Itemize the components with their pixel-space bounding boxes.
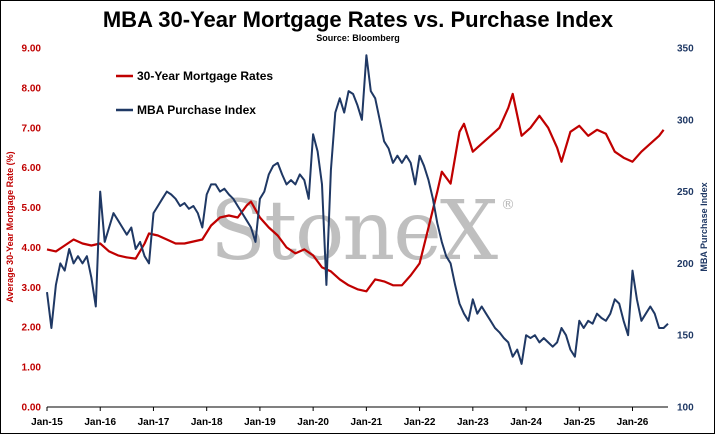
y-right-tick-label: 100: [677, 403, 694, 414]
y-left-tick-label: 3.00: [22, 283, 42, 294]
y-right-tick-label: 200: [677, 259, 694, 270]
y-right-tick-label: 250: [677, 187, 694, 198]
series-layer: [46, 54, 669, 365]
x-tick-label: Jan-20: [297, 417, 329, 428]
y-left-tick-label: 4.00: [22, 243, 42, 254]
x-tick-label: Jan-15: [31, 417, 63, 428]
x-tick-label: Jan-22: [404, 417, 436, 428]
x-tick-label: Jan-25: [563, 417, 595, 428]
x-tick-label: Jan-26: [617, 417, 649, 428]
y-axis-right-title: MBA Purchase Index: [699, 182, 709, 271]
y-left-tick-label: 2.00: [22, 323, 42, 334]
x-tick-label: Jan-23: [457, 417, 489, 428]
y-left-tick-label: 1.00: [22, 363, 42, 374]
chart-title: MBA 30-Year Mortgage Rates vs. Purchase …: [103, 7, 614, 32]
chart-subtitle: Source: Bloomberg: [316, 33, 400, 43]
y-right-tick-label: 300: [677, 115, 694, 126]
legend: 30-Year Mortgage Rates MBA Purchase Inde…: [116, 69, 273, 117]
x-tick-label: Jan-17: [138, 417, 170, 428]
y-left-tick-label: 8.00: [22, 83, 42, 94]
watermark-registered-mark: ®: [501, 197, 515, 213]
series-line-mortgage-rates: [46, 92, 665, 293]
x-tick-label: Jan-16: [84, 417, 116, 428]
axes: 0.00 1.00 2.00 3.00 4.00 5.00 6.00 7.00 8.00 9.00…: [22, 44, 695, 429]
y-right-tick-label: 150: [677, 331, 694, 342]
y-left-tick-label: 6.00: [22, 163, 42, 174]
y-left-tick-label: 7.00: [22, 123, 42, 134]
x-tick-label: Jan-24: [510, 417, 542, 428]
x-tick-label: Jan-19: [244, 417, 276, 428]
y-axis-left-title: Average 30-Year Mortgage Rate (%): [5, 151, 15, 302]
x-tick-label: Jan-21: [351, 417, 383, 428]
y-left-tick-label: 9.00: [22, 44, 42, 55]
series-line-purchase-index: [46, 54, 669, 365]
x-tick-label: Jan-18: [191, 417, 223, 428]
y-right-tick-label: 350: [677, 44, 694, 55]
y-left-tick-label: 0.00: [22, 403, 42, 414]
legend-label-rates: 30-Year Mortgage Rates: [137, 69, 273, 83]
y-left-tick-label: 5.00: [22, 203, 42, 214]
legend-label-purchase-index: MBA Purchase Index: [137, 103, 256, 117]
